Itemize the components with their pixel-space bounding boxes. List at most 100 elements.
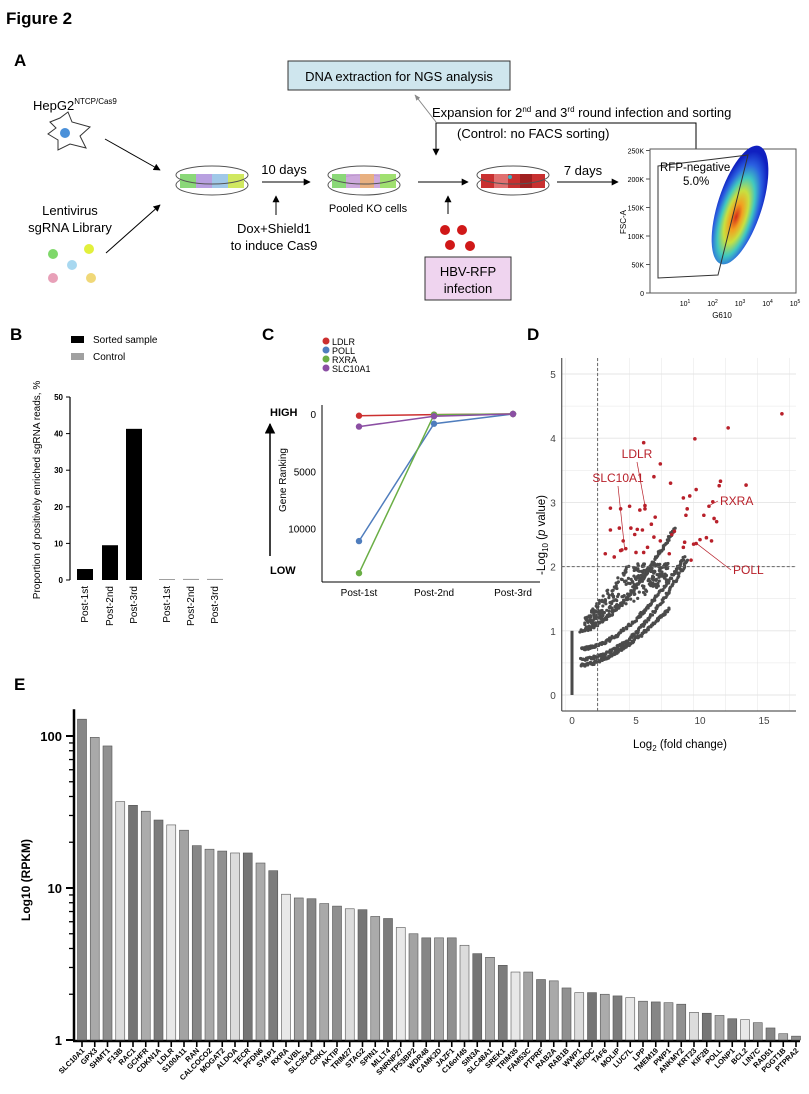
d-point — [679, 562, 683, 566]
d-point — [651, 584, 655, 588]
infected-dish-icon — [476, 165, 550, 196]
d-point — [645, 620, 649, 624]
d-point — [641, 574, 645, 578]
d-point — [658, 572, 662, 576]
library-label: Lentivirus — [42, 203, 98, 218]
d-significant-point — [618, 548, 623, 553]
d-significant-point — [717, 483, 721, 488]
d-point — [634, 585, 638, 590]
facs-xtick-label: 101 — [680, 299, 691, 308]
d-ytick-label: 5 — [550, 370, 556, 381]
d-significant-point — [714, 519, 719, 524]
facs-ytick-label: 50K — [632, 263, 645, 270]
d-point — [626, 576, 631, 581]
legend-dot-slc10a1 — [322, 364, 330, 372]
d-point — [645, 569, 649, 573]
d-point — [633, 592, 637, 596]
point-slc10a1 — [430, 413, 438, 420]
facs-ytick-label: 250K — [628, 149, 645, 156]
e-bar — [242, 852, 253, 1041]
d-significant-point — [638, 508, 642, 512]
d-significant-point — [653, 515, 657, 519]
d-significant-point — [668, 481, 673, 485]
tick-base: 10 — [762, 301, 770, 308]
arrow — [104, 138, 161, 171]
pooled-dish-icon — [327, 165, 401, 196]
d-point — [623, 569, 627, 573]
c-xtick-label: Post-1st — [341, 588, 378, 599]
e-bar — [306, 898, 317, 1041]
e-bar — [714, 1015, 725, 1041]
d-point — [669, 576, 674, 580]
d-point — [652, 578, 656, 582]
d-point — [619, 577, 623, 581]
pooled-ko-label: Pooled KO cells — [329, 203, 408, 215]
d-point — [621, 571, 625, 575]
d-point — [600, 608, 604, 613]
control-note: (Control: no FACS sorting) — [457, 126, 609, 141]
e-bar — [204, 848, 215, 1041]
duration-7-days: 7 days — [564, 163, 603, 178]
d-point — [637, 579, 642, 583]
d-point — [662, 576, 666, 580]
e-bar — [778, 1033, 789, 1041]
d-annotation-ldlr: LDLR — [622, 447, 653, 461]
d-point — [597, 598, 602, 603]
b-xtick-label: Post-2nd — [105, 586, 116, 626]
d-point — [626, 594, 630, 598]
dna-extraction-box — [287, 60, 511, 91]
tick-exp: 3 — [743, 299, 746, 305]
e-bar — [650, 1001, 661, 1041]
d-annotation-slc10a1: SLC10A1 — [592, 471, 644, 485]
d-point — [622, 599, 626, 603]
d-point — [610, 607, 614, 611]
d-significant-point — [652, 474, 656, 479]
b-ytick-label: 10 — [54, 539, 63, 548]
d-point — [587, 624, 591, 628]
b-xtick-label: Post-1st — [80, 586, 91, 623]
d-point — [657, 575, 661, 579]
high-label: HIGH — [270, 407, 298, 419]
loop-arrow — [432, 122, 697, 156]
d-point — [685, 558, 690, 562]
point-slc10a1 — [509, 410, 517, 418]
b-bar-sorted — [77, 569, 93, 580]
d-significant-point — [640, 528, 645, 532]
e-bar — [791, 1035, 801, 1041]
d-point — [650, 613, 654, 617]
line-rxra — [358, 413, 514, 574]
b-xtick-label: Post-3rd — [129, 586, 140, 624]
legend-dot-ldlr — [322, 337, 330, 345]
d-point — [667, 538, 671, 542]
duration-10-days: 10 days — [261, 162, 307, 177]
d-significant-point — [643, 507, 647, 511]
d-point — [642, 568, 646, 572]
facs-xtick-label: 102 — [707, 299, 718, 308]
e-bar — [383, 918, 393, 1041]
d-point — [648, 579, 652, 584]
d-significant-point — [681, 545, 686, 550]
e-bar — [255, 862, 266, 1041]
d-significant-point — [652, 535, 656, 539]
d-point — [601, 604, 605, 608]
legend-label: SLC10A1 — [332, 364, 371, 374]
d-point — [625, 627, 629, 631]
d-point — [673, 526, 677, 530]
e-bar — [268, 870, 279, 1041]
d-point — [640, 584, 645, 588]
e-bar — [727, 1018, 738, 1041]
point-ldlr — [355, 412, 363, 419]
d-point — [629, 597, 633, 601]
d-point — [660, 571, 664, 576]
facs-ylabel: FSC-A — [619, 209, 628, 234]
panel-label-a: A — [14, 51, 26, 70]
e-bar — [459, 944, 470, 1041]
d-point — [596, 620, 600, 624]
b-ytick-label: 20 — [54, 503, 63, 512]
d-point — [630, 579, 634, 583]
d-ylabel: -Log10 (p value) — [536, 495, 550, 575]
legend-label: LDLR — [332, 337, 356, 347]
facs-xtick-label: 103 — [735, 299, 746, 308]
d-significant-point — [612, 555, 617, 559]
b-bar-control — [183, 578, 199, 580]
